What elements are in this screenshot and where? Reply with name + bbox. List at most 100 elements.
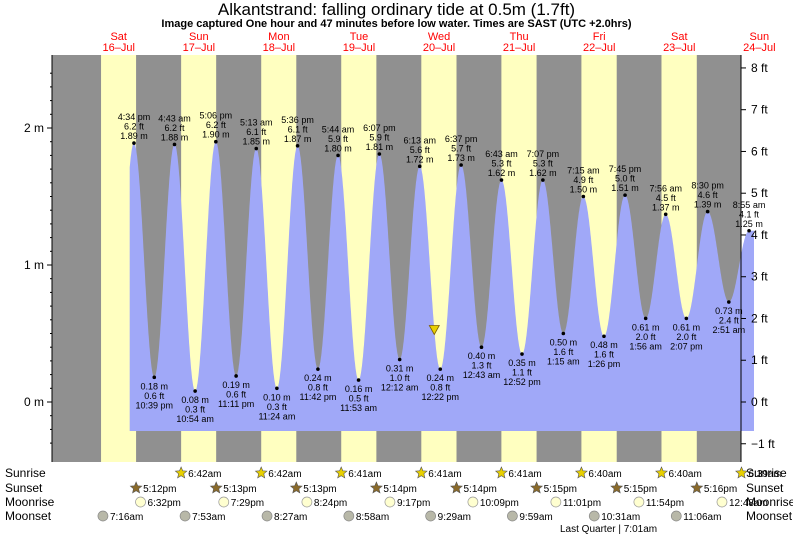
low-tide-point xyxy=(234,374,238,378)
low-tide-label: 12:22 pm xyxy=(421,392,459,402)
high-tide-label: 6:07 pm xyxy=(363,123,396,133)
moonset-icon xyxy=(670,510,682,522)
low-tide-label: 1.6 ft xyxy=(553,347,574,357)
low-tide-point xyxy=(397,357,402,362)
moonset-icon xyxy=(97,510,109,522)
low-tide-label: 2.0 ft xyxy=(676,332,697,342)
moonset-icon xyxy=(179,510,191,522)
high-tide-label: 6:37 pm xyxy=(445,134,478,144)
high-tide-label: 5.0 ft xyxy=(615,174,636,184)
sunset-time: 5:13pm xyxy=(223,484,256,495)
low-tide-label: 0.08 m xyxy=(181,395,209,405)
sunset-icon xyxy=(610,481,624,494)
high-tide-point xyxy=(663,212,668,217)
day-of-week: Sun xyxy=(750,31,770,43)
moonrise-icon xyxy=(384,496,396,508)
low-tide-label: 0.19 m xyxy=(222,380,250,390)
sunrise-icon xyxy=(414,466,428,479)
low-tide-label: 10:54 am xyxy=(176,414,214,424)
sunrise-time: 6:41am xyxy=(348,469,381,480)
moonrise-time: 7:29pm xyxy=(231,498,264,509)
high-tide-label: 6.2 ft xyxy=(124,122,145,132)
low-tide-label: 12:52 pm xyxy=(503,377,541,387)
right-tick-label: 2 ft xyxy=(751,311,768,325)
high-tide-label: 1.80 m xyxy=(324,143,352,153)
sunrise-row-label-left: Sunrise xyxy=(5,466,46,480)
tide-area xyxy=(129,141,754,431)
sunset-icon xyxy=(209,481,223,494)
high-tide-label: 7:56 am xyxy=(649,183,682,193)
low-tide-label: 0.73 m xyxy=(715,306,743,316)
moonset-time: 7:53am xyxy=(192,512,225,523)
sunrise-icon xyxy=(735,466,748,479)
high-tide-label: 1.62 m xyxy=(488,168,516,178)
high-tide-label: 6:43 am xyxy=(485,149,518,159)
low-tide-label: 0.31 m xyxy=(386,364,414,374)
day-of-week: Sun xyxy=(189,31,209,43)
low-tide-label: 1.3 ft xyxy=(471,361,492,371)
high-tide-label: 8:30 pm xyxy=(691,181,724,191)
sunset-time: 5:15pm xyxy=(624,484,657,495)
day-date: 18–Jul xyxy=(263,42,295,54)
low-tide-label: 12:43 am xyxy=(463,370,501,380)
moonrise-time: 8:24pm xyxy=(314,498,347,509)
current-level-marker xyxy=(428,325,440,336)
high-tide-label: 4:43 am xyxy=(158,113,191,123)
moonset-time: 8:58am xyxy=(356,512,389,523)
moonrise-row-label-right: Moonrise xyxy=(746,495,793,509)
right-tick-label: 4 ft xyxy=(751,228,768,242)
low-tide-label: 11:53 am xyxy=(340,403,377,413)
low-tide-point xyxy=(643,316,648,321)
low-tide-point xyxy=(727,300,731,304)
low-tide-label: 0.40 m xyxy=(468,351,496,361)
moonset-icon xyxy=(425,510,436,522)
high-tide-label: 1.51 m xyxy=(611,183,639,193)
low-tide-label: 0.3 ft xyxy=(267,402,288,412)
high-tide-point xyxy=(499,178,504,182)
low-tide-label: 0.18 m xyxy=(141,381,169,391)
moonrise-time: 11:01pm xyxy=(563,498,601,509)
day-of-week: Mon xyxy=(268,31,289,43)
low-tide-point xyxy=(438,367,443,371)
day-of-week: Wed xyxy=(428,31,450,43)
sunset-icon xyxy=(289,481,303,494)
moonrise-icon xyxy=(467,496,479,508)
day-of-week: Sat xyxy=(671,31,688,43)
low-tide-point xyxy=(479,345,484,350)
moon-phase: Last Quarter | 7:01am xyxy=(560,524,657,535)
sunset-time: 5:13pm xyxy=(303,484,336,495)
high-tide-label: 1.88 m xyxy=(161,132,189,142)
high-tide-point xyxy=(417,164,422,169)
high-tide-label: 5.6 ft xyxy=(410,145,431,155)
sunset-icon xyxy=(129,481,143,494)
moonset-time: 9:59am xyxy=(519,512,552,523)
low-tide-label: 0.16 m xyxy=(345,384,373,394)
sunset-time: 5:15pm xyxy=(544,484,577,495)
low-tide-label: 0.5 ft xyxy=(349,394,370,404)
high-tide-label: 6.2 ft xyxy=(164,123,185,133)
low-tide-label: 0.35 m xyxy=(508,358,536,368)
sunrise-icon xyxy=(174,466,188,479)
sunrise-time: 6:41am xyxy=(508,469,541,480)
day-date: 16–Jul xyxy=(103,42,135,54)
high-tide-point xyxy=(747,228,751,233)
moonrise-icon xyxy=(633,496,645,508)
axes: 0 m 1 m 2 m −1 ft 0 ft 1 ft 2 ft 3 ft 4 ft 5 ft 6 … xyxy=(24,31,776,462)
high-tide-label: 5.3 ft xyxy=(533,159,554,169)
high-tide-label: 5:06 pm xyxy=(200,111,233,121)
high-tide-label: 5.9 ft xyxy=(328,134,349,144)
moonrise-time: 6:32pm xyxy=(148,498,181,509)
left-tick-label: 1 m xyxy=(24,258,44,272)
high-tide-label: 5.7 ft xyxy=(451,143,472,153)
day-of-week: Tue xyxy=(350,31,369,43)
moonrise-icon xyxy=(135,496,146,508)
high-tide-label: 4.1 ft xyxy=(739,209,760,219)
left-tick-label: 0 m xyxy=(24,395,44,409)
low-tide-label: 0.8 ft xyxy=(430,383,451,393)
low-tide-point xyxy=(561,331,566,336)
sunset-time: 5:16pm xyxy=(704,484,737,495)
low-tide-label: 11:24 am xyxy=(258,411,295,421)
